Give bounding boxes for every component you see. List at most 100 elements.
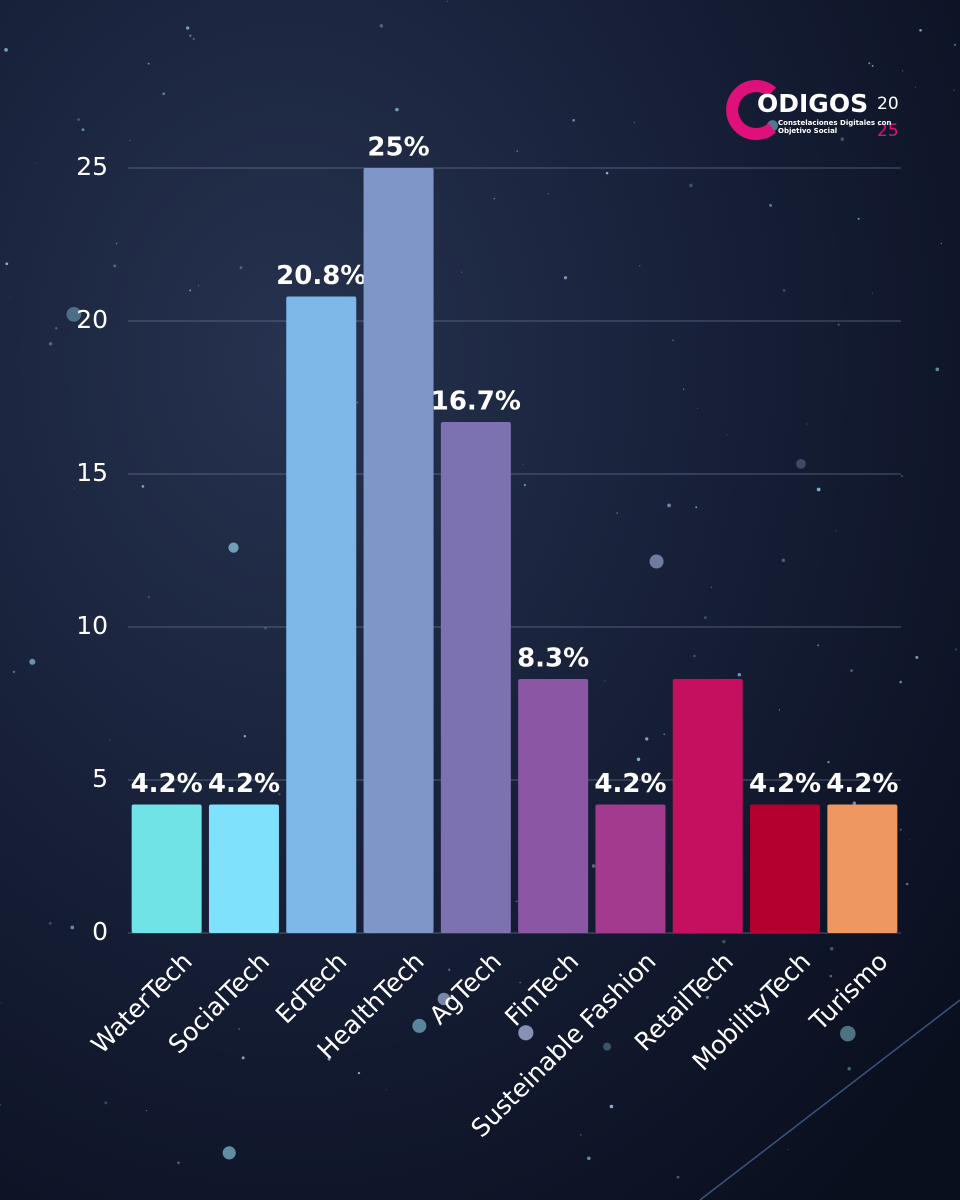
star [9,297,11,299]
star [189,289,192,292]
star [840,137,845,141]
star [639,265,641,267]
star [868,62,871,65]
value-label: 4.2% [208,769,280,799]
value-label: 4.2% [749,769,821,799]
y-tick-label: 25 [76,152,108,181]
star [113,264,117,268]
star [806,423,808,425]
star [461,271,463,273]
star [448,968,451,971]
star [871,64,874,67]
star [177,1161,180,1164]
value-label: 25% [367,133,429,163]
star [722,939,726,944]
star [186,26,190,30]
star [147,595,151,599]
star [847,1066,851,1071]
star [129,140,131,141]
star [66,307,82,322]
star [523,484,526,487]
value-label: 16.7% [431,386,521,416]
star [748,1007,751,1010]
bar [518,679,589,933]
star [782,288,786,292]
star [77,118,80,121]
star [278,792,281,796]
star [919,28,922,32]
star [737,673,742,677]
star [147,62,150,65]
star [816,487,821,492]
star [689,183,693,188]
star [645,737,649,741]
star [603,1042,612,1051]
logo-year: 20 [877,94,899,114]
star [563,276,568,280]
shooting-star [699,999,960,1200]
star [104,1101,108,1105]
star [586,1156,591,1161]
star [695,506,698,509]
star [705,995,709,999]
star [241,1056,245,1060]
star [239,266,243,269]
value-label: 8.3% [517,644,589,674]
star [633,121,636,124]
star [48,921,52,925]
star [547,193,549,195]
bar [208,804,279,933]
star [238,1028,241,1030]
star [609,1104,614,1109]
star [385,1089,387,1091]
star [649,554,664,569]
value-label: 4.2% [594,769,666,799]
star [115,242,118,245]
value-label: 4.2% [131,769,203,799]
star [827,760,830,764]
star [515,900,518,903]
star [667,503,671,508]
star [872,292,874,294]
bar [440,421,511,933]
star [703,616,707,620]
star [412,1018,427,1033]
bar [595,804,666,933]
star [672,339,674,342]
star [953,89,955,92]
star [198,285,200,287]
star [835,530,837,532]
y-tick-label: 10 [76,611,108,640]
star [189,34,192,37]
star [437,992,451,1006]
star [327,1057,331,1061]
star [357,1071,361,1075]
star [636,757,641,762]
star [34,162,37,164]
star [905,882,909,886]
y-tick-label: 15 [76,458,108,487]
star [222,1146,236,1160]
star [908,839,911,841]
star [769,203,773,207]
star [395,107,399,112]
star [446,0,448,2]
star [379,24,384,28]
star [697,407,698,409]
star [591,864,596,868]
star [663,733,666,736]
star [710,586,713,588]
star [899,828,902,831]
star [580,1134,582,1136]
star [778,709,781,711]
star [5,262,9,266]
star [829,974,833,978]
star [522,463,524,465]
star [768,983,771,986]
star [787,1148,789,1150]
y-tick-label: 20 [76,305,108,334]
star [852,801,856,805]
star [55,327,58,330]
star [915,86,917,88]
